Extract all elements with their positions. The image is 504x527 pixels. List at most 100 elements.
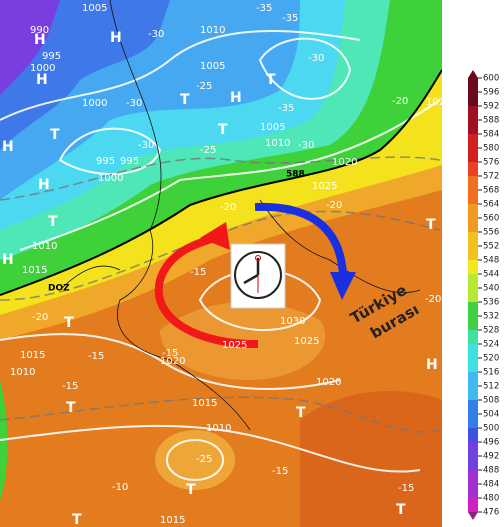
colorbar-tick-label: 488: [483, 466, 499, 476]
map-label: -20: [32, 312, 48, 323]
colorbar-tick-label: 484: [483, 480, 499, 490]
colorbar-swatch: [468, 176, 478, 191]
colorbar-tick-label: 528: [483, 326, 499, 336]
map-label: -15: [190, 267, 206, 278]
map-label: 1010: [10, 367, 35, 378]
colorbar-tick-label: 536: [483, 298, 499, 308]
colorbar-swatch: [468, 498, 478, 513]
map-label: T: [50, 127, 60, 143]
map-label: 1015: [160, 515, 185, 526]
map-label: 995: [96, 156, 115, 167]
colorbar-tick-label: 572: [483, 172, 499, 182]
map-label: 1015: [20, 350, 45, 361]
map-label: -15: [88, 351, 104, 362]
map-label: -20: [220, 202, 236, 213]
colorbar-swatch: [468, 218, 478, 233]
map-label: -30: [148, 29, 164, 40]
map-label: -35: [278, 103, 294, 114]
colorbar-swatch: [468, 302, 478, 317]
colorbar-swatch: [468, 148, 478, 163]
map-label: H: [2, 252, 14, 268]
colorbar-swatch: [468, 190, 478, 205]
map-label: -20: [326, 200, 342, 211]
colorbar-swatch: [468, 106, 478, 121]
map-label: 995: [42, 51, 61, 62]
map-label: T: [266, 72, 276, 88]
map-label: -20: [392, 96, 408, 107]
colorbar-swatch: [468, 414, 478, 429]
colorbar-tick-label: 576: [483, 158, 499, 168]
map-label: -15: [62, 381, 78, 392]
map-label: H: [426, 357, 438, 373]
colorbar: 600 596 592 588 584 580 576 572 568 564 560 556 552 5…: [468, 70, 499, 520]
colorbar-tick-label: 560: [483, 214, 499, 224]
map-label: H: [36, 72, 48, 88]
colorbar-tick-label: 496: [483, 438, 499, 448]
colorbar-swatch: [468, 484, 478, 499]
colorbar-tick-label: 512: [483, 382, 499, 392]
colorbar-tick-label: 480: [483, 494, 499, 504]
colorbar-swatch: [468, 442, 478, 457]
colorbar-swatch: [468, 330, 478, 345]
map-label: 1020: [160, 356, 185, 367]
colorbar-swatch: [468, 92, 478, 107]
map-label: 1025: [222, 340, 247, 351]
map-label: 1020: [332, 157, 357, 168]
map-label: 1025: [312, 181, 337, 192]
colorbar-tick-label: 532: [483, 312, 499, 322]
map-label: T: [72, 512, 82, 527]
map-label: -35: [256, 3, 272, 14]
map-label: T: [218, 122, 228, 138]
colorbar-tick-label: 600: [483, 74, 499, 84]
colorbar-tick-label: 552: [483, 242, 499, 252]
colorbar-tick-label: 504: [483, 410, 499, 420]
map-label: H: [38, 177, 50, 193]
map-label: -15: [398, 483, 414, 494]
map-label: -30: [126, 98, 142, 109]
map-label: -30: [298, 140, 314, 151]
map-label: 1005: [200, 61, 225, 72]
map-label: 1000: [30, 63, 55, 74]
colorbar-swatch: [468, 316, 478, 331]
colorbar-tick-label: 508: [483, 396, 499, 406]
colorbar-tick-label: 476: [483, 508, 499, 518]
map-label: T: [296, 405, 306, 421]
map-label: H: [34, 32, 46, 48]
colorbar-swatch: [468, 78, 478, 93]
map-label: -30: [138, 140, 154, 151]
colorbar-swatch: [468, 232, 478, 247]
map-label: 1000: [82, 98, 107, 109]
colorbar-swatch: [468, 246, 478, 261]
colorbar-tick-label: 548: [483, 256, 499, 266]
clock-icon: [230, 243, 286, 309]
map-label: T: [396, 502, 406, 518]
colorbar-tick-label: 500: [483, 424, 499, 434]
map-label: 1005: [260, 122, 285, 133]
colorbar-end: [468, 70, 478, 78]
map-label: 1020: [426, 97, 451, 108]
map-label: 1010: [200, 25, 225, 36]
colorbar-swatch: [468, 400, 478, 415]
map-label: -15: [272, 466, 288, 477]
colorbar-swatch: [468, 260, 478, 275]
map-label: H: [230, 90, 242, 106]
colorbar-swatch: [468, 162, 478, 177]
map-label: 1010: [32, 241, 57, 252]
red-arrow: [154, 222, 259, 349]
map-label: T: [186, 482, 196, 498]
colorbar-tick-label: 564: [483, 200, 499, 210]
colorbar-tick-label: 584: [483, 130, 499, 140]
colorbar-swatch: [468, 134, 478, 149]
colorbar-tick-label: 516: [483, 368, 499, 378]
colorbar-tick-label: 580: [483, 144, 499, 154]
colorbar-tick-label: 592: [483, 102, 499, 112]
colorbar-swatch: [468, 204, 478, 219]
colorbar-swatch: [468, 358, 478, 373]
map-label: 588: [286, 170, 305, 180]
colorbar-tick-label: 596: [483, 88, 499, 98]
map-label: T: [48, 214, 58, 230]
map-label: 1020: [316, 377, 341, 388]
colorbar-swatch: [468, 456, 478, 471]
map-label: 1015: [192, 398, 217, 409]
